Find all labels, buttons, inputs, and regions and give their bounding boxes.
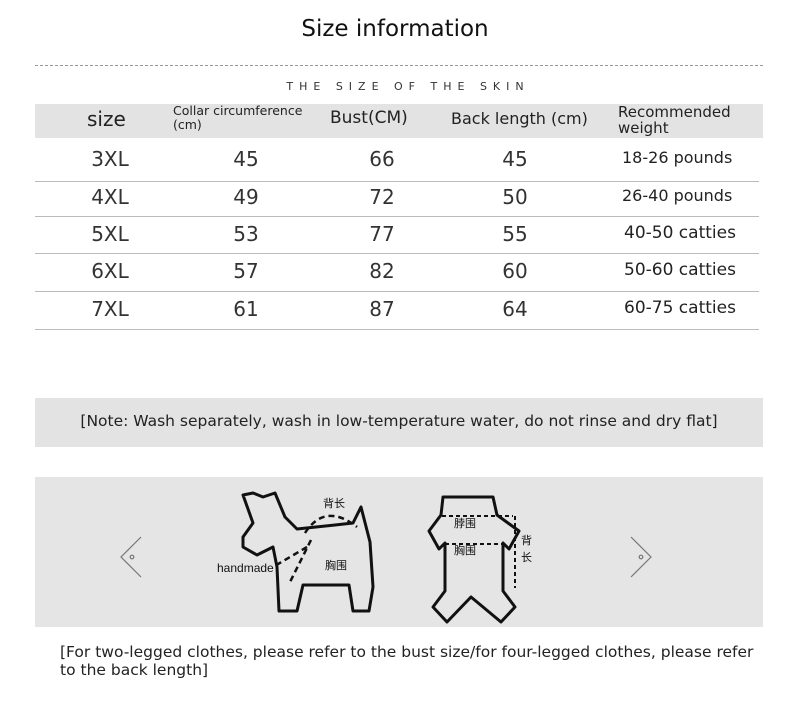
clothes-measure-dashes [442,515,516,588]
page-title: Size information [301,16,489,42]
cell-collar: 45 [233,147,259,171]
measurement-diagram: 背长 胸围 脖围 胸围 背 长 handmade [35,477,763,627]
cell-back-length: 60 [502,259,528,283]
chevron-right-icon [630,536,652,578]
header-weight-line: weight [618,119,669,137]
cell-size: 7XL [91,297,129,321]
label-back-v2: 长 [521,551,532,564]
cell-weight: 50-60 catties [624,260,736,280]
clothes-outline-icon [427,495,521,624]
cell-weight: 60-75 catties [624,298,736,318]
header-size: size [87,107,126,131]
cell-bust: 66 [369,147,395,171]
cell-weight: 40-50 catties [624,223,736,243]
label-handmade: handmade [217,561,274,575]
cell-size: 6XL [91,259,129,283]
cell-back-length: 55 [502,222,528,246]
cell-weight: 18-26 pounds [622,148,733,167]
header-weight: Recommended weight [618,104,731,136]
header-bust: Bust(CM) [330,108,408,128]
header-collar-line: Collar circumference [173,103,303,118]
header-collar-line: (cm) [173,117,202,132]
cell-size: 5XL [91,222,129,246]
wash-note: [Note: Wash separately, wash in low-temp… [35,398,763,447]
label-back-v1: 背 [521,534,532,547]
cell-back-length: 45 [502,147,528,171]
label-chest: 胸围 [325,559,347,572]
measure-dashes [272,514,358,583]
cell-bust: 72 [369,185,395,209]
label-chest-clothes: 胸围 [454,544,476,557]
measurement-illustration [120,491,652,624]
row-divider [35,181,759,182]
header-back-length: Back length (cm) [451,109,588,128]
chevron-left-icon [120,536,142,578]
header-weight-line: Recommended [618,103,731,121]
label-back-length: 背长 [323,497,345,510]
cell-size: 3XL [91,147,129,171]
row-divider [35,216,759,217]
cell-collar: 49 [233,185,259,209]
header-collar: Collar circumference (cm) [173,104,302,132]
dog-outline-icon [241,491,375,613]
cell-weight: 26-40 pounds [622,186,733,205]
divider [35,65,763,66]
cell-collar: 57 [233,259,259,283]
label-neck: 脖围 [454,517,476,530]
footer-note: [For two-legged clothes, please refer to… [60,643,754,679]
row-divider [35,253,759,254]
cell-collar: 61 [233,297,259,321]
cell-bust: 87 [369,297,395,321]
cell-collar: 53 [233,222,259,246]
row-divider [35,329,759,330]
cell-bust: 82 [369,259,395,283]
cell-size: 4XL [91,185,129,209]
cell-back-length: 50 [502,185,528,209]
subtitle: THE SIZE OF THE SKIN [286,80,530,93]
cell-bust: 77 [369,222,395,246]
table-header: size Collar circumference (cm) Bust(CM) … [35,104,763,138]
cell-back-length: 64 [502,297,528,321]
row-divider [35,291,759,292]
